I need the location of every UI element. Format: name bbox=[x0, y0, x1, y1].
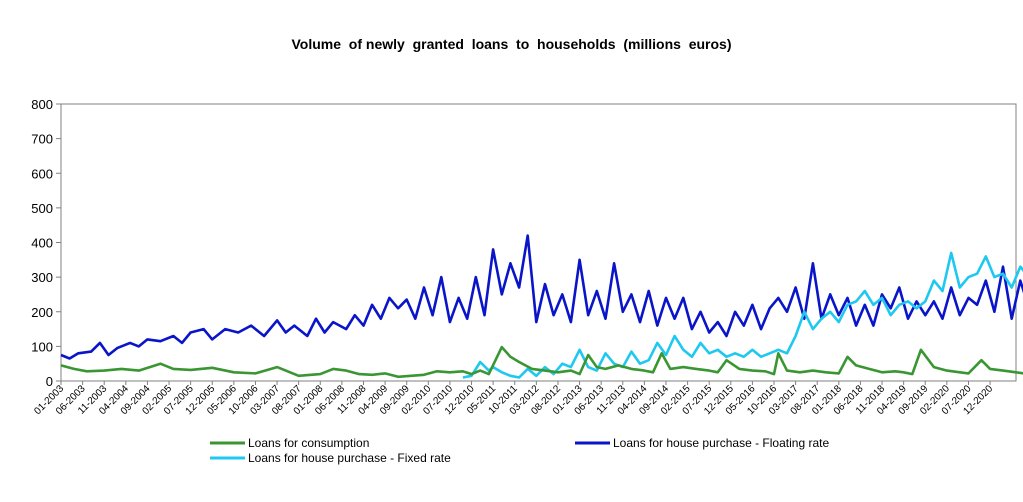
series-lines bbox=[60, 234, 1023, 379]
y-axis: 0 100 200 300 400 500 600 700 800 bbox=[31, 97, 61, 389]
x-axis: 01-200306-200311-200304-200409-200402-20… bbox=[32, 381, 996, 417]
y-tick-label: 800 bbox=[31, 97, 53, 112]
y-tick-label: 300 bbox=[31, 270, 53, 285]
chart-title: Volume of newly granted loans to househo… bbox=[291, 36, 732, 52]
y-tick-label: 600 bbox=[31, 166, 53, 181]
y-tick-label: 700 bbox=[31, 132, 53, 147]
legend-label-consumption: Loans for consumption bbox=[248, 436, 369, 450]
y-tick-label: 400 bbox=[31, 236, 53, 251]
legend-label-floating-rate: Loans for house purchase - Floating rate bbox=[613, 436, 829, 450]
series-line-floating-rate bbox=[60, 234, 1023, 360]
y-tick-label: 500 bbox=[31, 201, 53, 216]
y-tick-label: 200 bbox=[31, 305, 53, 320]
series-line-fixed-rate bbox=[462, 251, 1023, 379]
legend-label-fixed-rate: Loans for house purchase - Fixed rate bbox=[248, 451, 451, 465]
series-line-consumption bbox=[60, 345, 1023, 379]
y-tick-label: 0 bbox=[46, 374, 53, 389]
y-tick-label: 100 bbox=[31, 339, 53, 354]
plot-area-border bbox=[60, 103, 1017, 382]
legend: Loans for consumption Loans for house pu… bbox=[210, 436, 829, 465]
